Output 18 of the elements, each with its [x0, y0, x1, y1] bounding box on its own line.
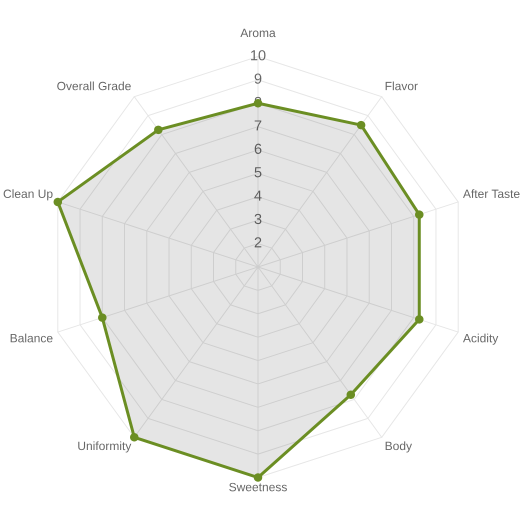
- y-tick-label: 7: [254, 120, 262, 130]
- spoke-label: Flavor: [386, 81, 418, 90]
- spoke-label: Sweetness: [229, 482, 287, 492]
- spoke-label: After Taste: [462, 189, 520, 198]
- spoke-label: Acidity: [462, 334, 498, 345]
- spoke-label: Clean Up: [4, 189, 53, 200]
- y-tick-label: 2: [254, 237, 262, 248]
- spoke-label: Balance: [10, 334, 53, 342]
- spoke-label: Overall Grade: [57, 81, 131, 90]
- spoke-label: Uniformity: [78, 441, 132, 453]
- spoke-label: Body: [386, 441, 412, 453]
- y-tick-label: 9: [254, 74, 262, 84]
- y-tick-label: 4: [254, 190, 262, 201]
- y-tick-label: 3: [254, 214, 262, 224]
- y-tick-label: 6: [254, 144, 262, 154]
- spoke-label: Aroma: [240, 28, 276, 38]
- y-tick-label: 5: [254, 167, 262, 178]
- y-tick-label: 10: [251, 50, 266, 60]
